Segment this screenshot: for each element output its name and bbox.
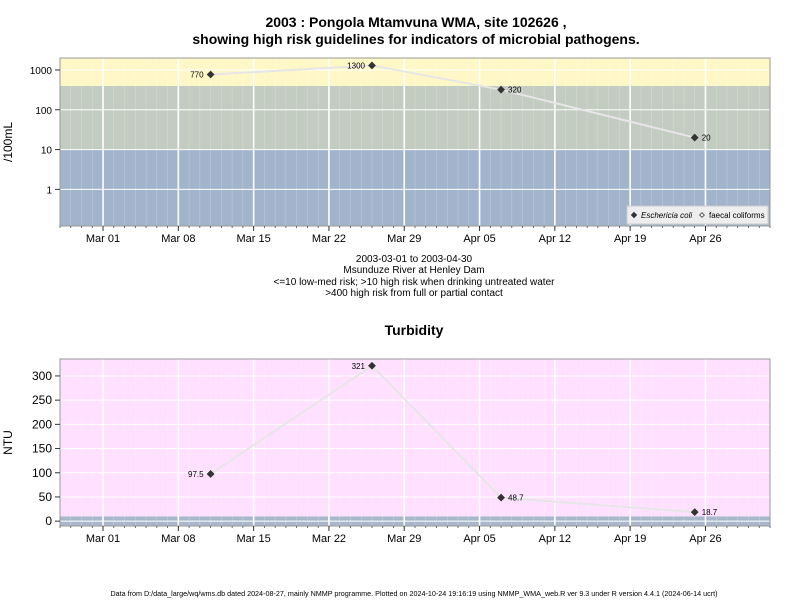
ecoli-data-label: 20 (702, 134, 711, 143)
caption-line-1: 2003-03-01 to 2003-04-30 (356, 254, 473, 265)
legend-ecoli-label: Eschericia coli (641, 211, 692, 220)
ecoli-x-tick-label: Mar 01 (86, 233, 120, 245)
ecoli-y-axis-label: /100mL (1, 122, 15, 162)
top-chart-title-line-1: 2003 : Pongola Mtamvuna WMA, site 102626… (265, 14, 566, 30)
turbidity-y-tick-label: 250 (32, 393, 52, 407)
turbidity-x-tick-label: Mar 01 (86, 533, 120, 545)
ecoli-x-tick-label: Mar 22 (312, 233, 346, 245)
turbidity-y-tick-label: 300 (32, 369, 52, 383)
turbidity-x-tick-label: Apr 05 (463, 533, 495, 545)
ecoli-x-tick-label: Apr 05 (463, 233, 495, 245)
legend-ecoli-marker (630, 211, 638, 219)
footer-note: Data from D:/data_large/wq/wms.db dated … (110, 589, 717, 598)
ecoli-data-point (368, 61, 376, 70)
turbidity-x-tick-label: Mar 15 (237, 533, 271, 545)
ecoli-x-tick-label: Apr 26 (689, 233, 721, 245)
legend-faecal-label: faecal coliforms (709, 211, 765, 220)
ecoli-data-label: 320 (508, 86, 522, 95)
ecoli-data-point (206, 70, 215, 79)
ecoli-data-point (690, 133, 699, 142)
turbidity-y-axis-label: NTU (1, 430, 15, 455)
ecoli-x-tick-label: Apr 12 (539, 233, 571, 245)
turbidity-y-tick-label: 0 (45, 514, 52, 528)
turbidity-series-line (210, 364, 695, 514)
ecoli-chart-panel: Mar 01 Mar 08 Mar 15 Mar 22 Mar 29 Apr 05 Apr … (1, 57, 771, 245)
turbidity-y-tick-label: 100 (32, 466, 52, 480)
legend-box (626, 205, 769, 225)
legend-faecal-marker (698, 211, 706, 219)
turbidity-data-label: 18.7 (702, 508, 718, 517)
caption-line-4: >400 high risk from full or partial cont… (325, 288, 503, 299)
ecoli-y-tick-label: 10 (41, 146, 53, 157)
turbidity-data-point (497, 493, 505, 502)
ecoli-series-line (210, 64, 695, 139)
turbidity-data-point (690, 508, 699, 517)
ecoli-data-point (497, 85, 505, 94)
ecoli-y-tick-label: 100 (35, 106, 52, 117)
top-chart-title-line-2: showing high risk guidelines for indicat… (192, 31, 639, 47)
ecoli-data-label: 1300 (347, 61, 365, 70)
turbidity-data-point (368, 361, 376, 370)
turbidity-chart-panel: Mar 01 Mar 08 Mar 15 Mar 22 Mar 29 Apr 05 Apr … (1, 358, 771, 545)
turbidity-chart-title: Turbidity (385, 322, 444, 338)
turbidity-y-tick-label: 50 (39, 490, 53, 504)
turbidity-data-label: 321 (352, 362, 366, 371)
ecoli-legend: Eschericia coli faecal coliforms (626, 205, 769, 225)
ecoli-y-tick-label: 1000 (30, 66, 53, 77)
ecoli-x-tick-label: Mar 29 (387, 233, 421, 245)
ecoli-data-label: 770 (190, 70, 204, 79)
turbidity-data-label: 97.5 (188, 470, 204, 479)
ecoli-x-tick-label: Apr 19 (614, 233, 646, 245)
turbidity-x-tick-label: Apr 26 (689, 533, 721, 545)
caption-line-2: Msunduze River at Henley Dam (343, 265, 484, 276)
caption-line-3: <=10 low-med risk; >10 high risk when dr… (274, 277, 556, 288)
ecoli-x-tick-label: Mar 08 (161, 233, 195, 245)
ecoli-x-tick-label: Mar 15 (237, 233, 271, 245)
turbidity-data-point (206, 470, 215, 478)
turbidity-x-tick-label: Apr 19 (614, 533, 646, 545)
turbidity-y-tick-label: 150 (32, 442, 52, 456)
turbidity-x-tick-label: Apr 12 (539, 533, 571, 545)
turbidity-x-tick-label: Mar 08 (161, 533, 195, 545)
turbidity-x-tick-label: Mar 29 (387, 533, 421, 545)
ecoli-y-tick-label: 1 (46, 185, 52, 196)
turbidity-x-tick-label: Mar 22 (312, 533, 346, 545)
turbidity-data-label: 48.7 (508, 494, 524, 503)
turbidity-y-tick-label: 200 (32, 417, 52, 431)
